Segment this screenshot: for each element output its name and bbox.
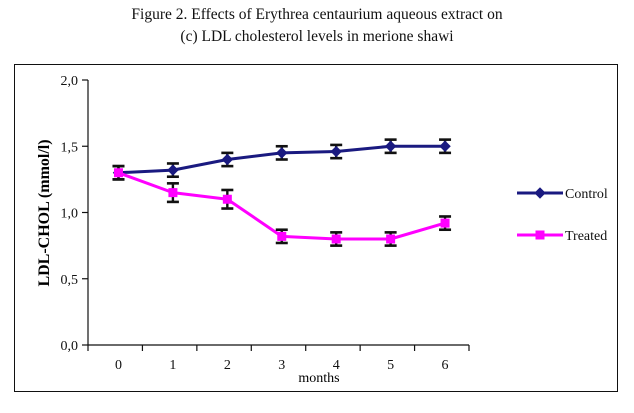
- x-axis-label: months: [298, 371, 339, 386]
- data-point: [276, 147, 288, 159]
- series-control: [112, 138, 452, 181]
- figure-title-line-1: Figure 2. Effects of Erythrea centaurium…: [131, 6, 503, 23]
- data-point: [168, 188, 178, 198]
- x-tick-label: 4: [333, 358, 340, 373]
- chart-frame: 0,0 0,5 1,0 1,5 2,0 0 1 2 3 4 5 6 LDL-CHOL (mmol/l)…: [14, 64, 618, 392]
- y-tick-label: 0,0: [61, 339, 79, 354]
- data-point: [113, 168, 123, 178]
- legend-label: Treated: [565, 229, 607, 244]
- chart-axes: 0,0 0,5 1,0 1,5 2,0 0 1 2 3 4 5 6: [61, 74, 470, 373]
- figure-title-line-2: (c) LDL cholesterol levels in merione sh…: [180, 28, 454, 45]
- chart-canvas: 0,0 0,5 1,0 1,5 2,0 0 1 2 3 4 5 6 LDL-CHOL (mmol/l)…: [36, 74, 608, 386]
- data-point: [221, 153, 234, 166]
- x-tick-label: 6: [442, 358, 449, 373]
- x-tick-label: 5: [387, 358, 394, 373]
- data-point: [277, 231, 287, 241]
- data-point: [386, 234, 396, 244]
- legend-swatch-marker: [534, 187, 546, 199]
- data-point: [167, 164, 179, 176]
- y-tick-label: 0,5: [61, 273, 79, 288]
- legend: Control Treated: [517, 187, 608, 244]
- data-point: [331, 234, 341, 244]
- x-tick-label: 1: [169, 358, 176, 373]
- legend-swatch-marker: [535, 230, 545, 240]
- y-tick-label: 1,0: [61, 207, 79, 222]
- legend-item-control: Control: [517, 187, 608, 202]
- y-axis-label: LDL-CHOL (mmol/l): [36, 139, 53, 286]
- data-point: [440, 218, 450, 228]
- data-point: [439, 140, 451, 152]
- legend-item-treated: Treated: [517, 229, 607, 244]
- legend-label: Control: [565, 187, 608, 202]
- x-tick-label: 0: [115, 358, 122, 373]
- series-treated: [112, 164, 452, 247]
- x-tick-label: 2: [224, 358, 231, 373]
- series-layer: [112, 138, 452, 247]
- x-tick-label: 3: [278, 358, 285, 373]
- data-point: [330, 145, 342, 158]
- y-tick-label: 2,0: [61, 74, 79, 89]
- data-point: [384, 140, 397, 152]
- data-point: [222, 194, 232, 204]
- y-tick-label: 1,5: [61, 140, 79, 155]
